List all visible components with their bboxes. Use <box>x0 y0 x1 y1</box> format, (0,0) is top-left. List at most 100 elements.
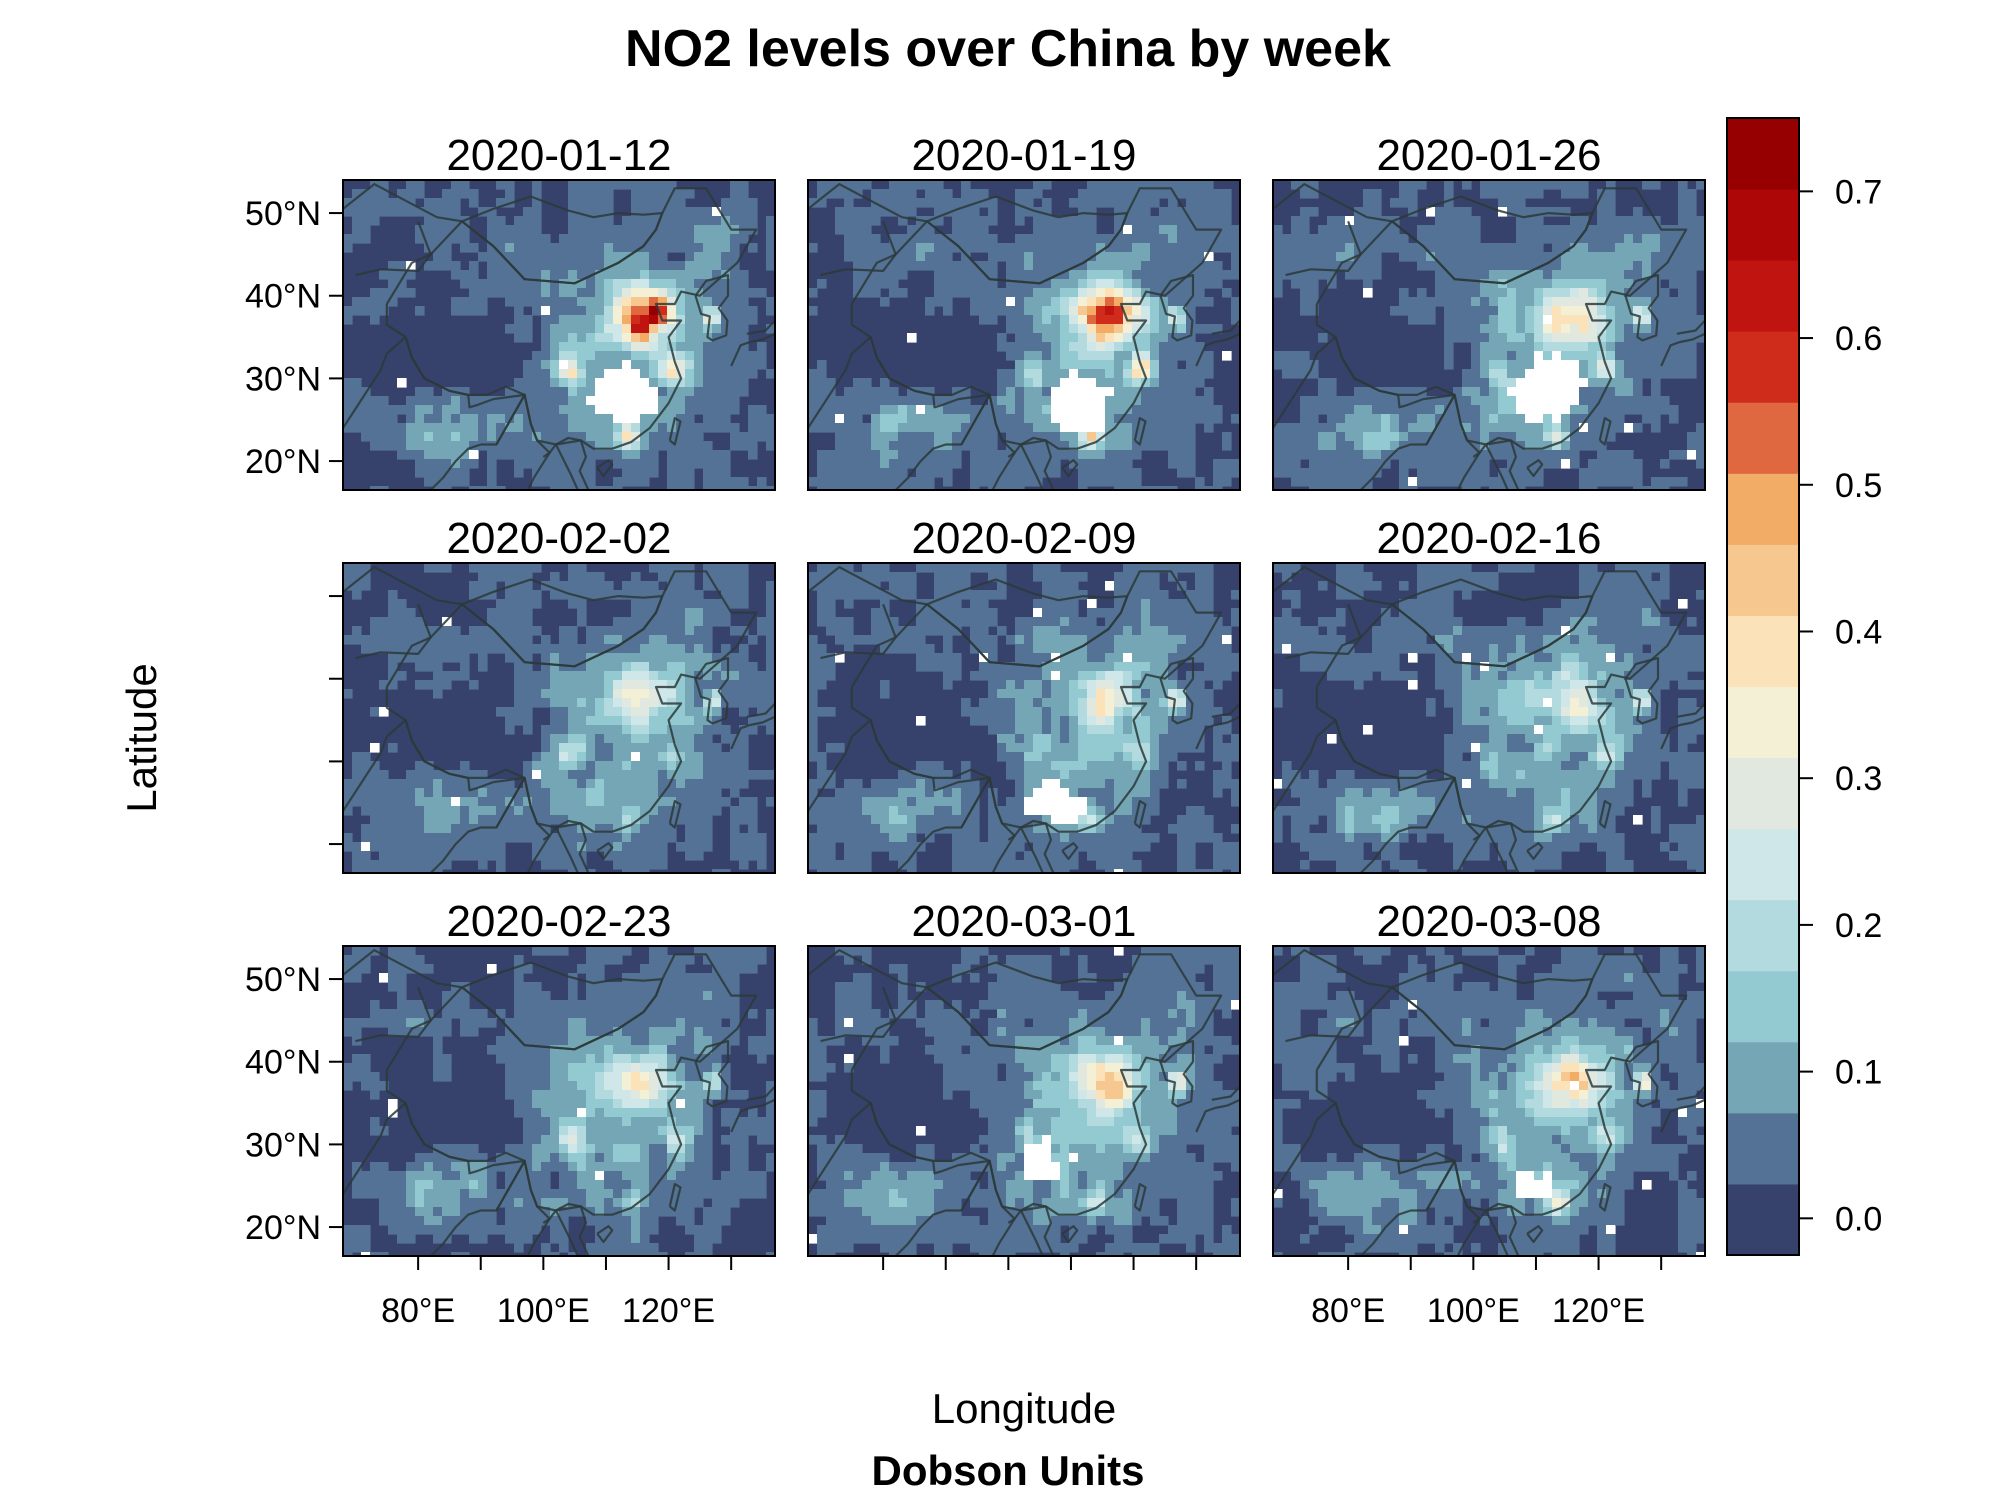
laos-border <box>1472 443 1509 490</box>
lat-tick-label: 30°N <box>245 1126 321 1164</box>
map-panel: 2020-01-19 <box>807 131 1241 491</box>
russia-border <box>343 948 463 989</box>
no2-raster <box>808 180 1240 490</box>
russia-border <box>808 565 928 606</box>
colorbar-segment <box>1727 1041 1799 1114</box>
map-panel: 2020-01-26 <box>1272 131 1706 491</box>
colorbar-segment <box>1727 1183 1799 1256</box>
taiwan-coast <box>1133 799 1147 829</box>
x-axis-title: Longitude <box>932 1385 1117 1432</box>
lon-tick-label: 80°E <box>1311 1292 1385 1330</box>
russia-border <box>1273 183 1393 223</box>
mongolia-border <box>1391 578 1594 668</box>
colorbar-tick-label: 0.2 <box>1835 907 1882 945</box>
colorbar-segment <box>1727 970 1799 1043</box>
panel-date-title: 2020-02-16 <box>1376 514 1601 563</box>
japan-north-coast <box>1211 1085 1240 1101</box>
myanmar-border <box>1425 393 1481 490</box>
country-borders <box>1273 183 1705 490</box>
lat-tick-label: 50°N <box>245 195 321 233</box>
colorbar-segment <box>1727 118 1799 190</box>
taiwan-coast <box>668 799 682 829</box>
kazakh-border <box>355 603 432 660</box>
no2-raster <box>1273 180 1705 490</box>
country-borders <box>1273 565 1705 873</box>
japan-north-coast <box>1676 702 1705 718</box>
panel-frame <box>342 945 776 1257</box>
india-border <box>343 336 526 490</box>
myanmar-border <box>960 776 1016 873</box>
india-border <box>808 718 991 873</box>
japan-north-coast <box>1676 319 1705 335</box>
russia-border <box>1273 948 1393 989</box>
laos-border <box>1007 443 1044 490</box>
country-borders <box>808 183 1240 490</box>
taiwan-coast <box>1598 1182 1612 1212</box>
japan-coast <box>730 1098 775 1133</box>
panel-frame <box>1272 179 1706 491</box>
map-panel: 2020-02-23 20°N 30°N 40°N 50°N 80°E 100°E 120°E <box>245 897 776 1330</box>
russia-border <box>1273 565 1393 606</box>
map-panel: 2020-03-08 80°E 100°E 120°E <box>1272 897 1706 1330</box>
hainan-coast <box>596 1225 614 1244</box>
japan-coast <box>730 715 775 750</box>
colorbar-title: Dobson Units <box>872 1447 1145 1494</box>
russia-border <box>343 565 463 606</box>
mongolia-border <box>926 195 1129 285</box>
country-borders <box>808 565 1240 873</box>
panel-date-title: 2020-01-19 <box>911 131 1136 180</box>
japan-coast <box>1195 332 1240 367</box>
colorbar-segment <box>1727 189 1799 261</box>
korea-border <box>1624 656 1660 725</box>
colorbar-segment <box>1727 331 1799 403</box>
colorbar-tick-label: 0.4 <box>1835 613 1882 651</box>
panel-frame <box>342 179 776 491</box>
mongolia-border <box>461 578 664 668</box>
laos-border <box>1007 1209 1044 1256</box>
map-panels: 2020-01-12 20°N 30°N 40°N 50°N 2020-01-19 2020… <box>245 131 1706 1330</box>
lon-tick-label: 120°E <box>622 1292 715 1330</box>
india-border <box>343 1101 526 1256</box>
lat-tick-label: 20°N <box>245 1209 321 1247</box>
indochina-border <box>1485 436 1520 490</box>
laos-border <box>1472 1209 1509 1256</box>
lon-tick-label: 120°E <box>1552 1292 1645 1330</box>
laos-border <box>1007 826 1044 873</box>
kazakh-border <box>1285 986 1362 1043</box>
colorbar-tick-label: 0.3 <box>1835 760 1882 798</box>
lat-tick-label: 50°N <box>245 961 321 999</box>
russia-border <box>343 183 463 223</box>
colorbar-segment <box>1727 615 1799 687</box>
taiwan-coast <box>1133 1182 1147 1212</box>
japan-coast <box>1660 715 1705 750</box>
korea-border <box>694 656 730 725</box>
japan-north-coast <box>1211 319 1240 335</box>
map-panel: 2020-02-09 <box>807 514 1241 874</box>
panel-frame <box>807 562 1241 874</box>
india-border <box>1273 718 1456 873</box>
country-borders <box>343 565 775 873</box>
colorbar-tick-label: 0.0 <box>1835 1200 1882 1238</box>
colorbar-tick-label: 0.6 <box>1835 320 1882 358</box>
india-border <box>1273 336 1456 490</box>
country-borders <box>1273 948 1705 1256</box>
india-border <box>1273 1101 1456 1256</box>
myanmar-border <box>960 1159 1016 1256</box>
no2-raster <box>808 946 1240 1256</box>
colorbar-tick-label: 0.7 <box>1835 173 1882 211</box>
india-border <box>808 336 991 490</box>
japan-coast <box>1195 715 1240 750</box>
colorbar-segment <box>1727 260 1799 332</box>
map-panel: 2020-02-16 <box>1272 514 1706 874</box>
korea-border <box>1624 274 1660 342</box>
country-borders <box>343 948 775 1256</box>
colorbar-frame <box>1726 117 1800 1256</box>
colorbar-segment <box>1727 757 1799 830</box>
laos-border <box>542 826 579 873</box>
map-panel: 2020-02-02 <box>329 514 776 874</box>
y-axis-title: Latitude <box>118 663 165 812</box>
indochina-border <box>1485 819 1520 873</box>
lon-tick-label: 100°E <box>1427 1292 1520 1330</box>
myanmar-border <box>960 393 1016 490</box>
